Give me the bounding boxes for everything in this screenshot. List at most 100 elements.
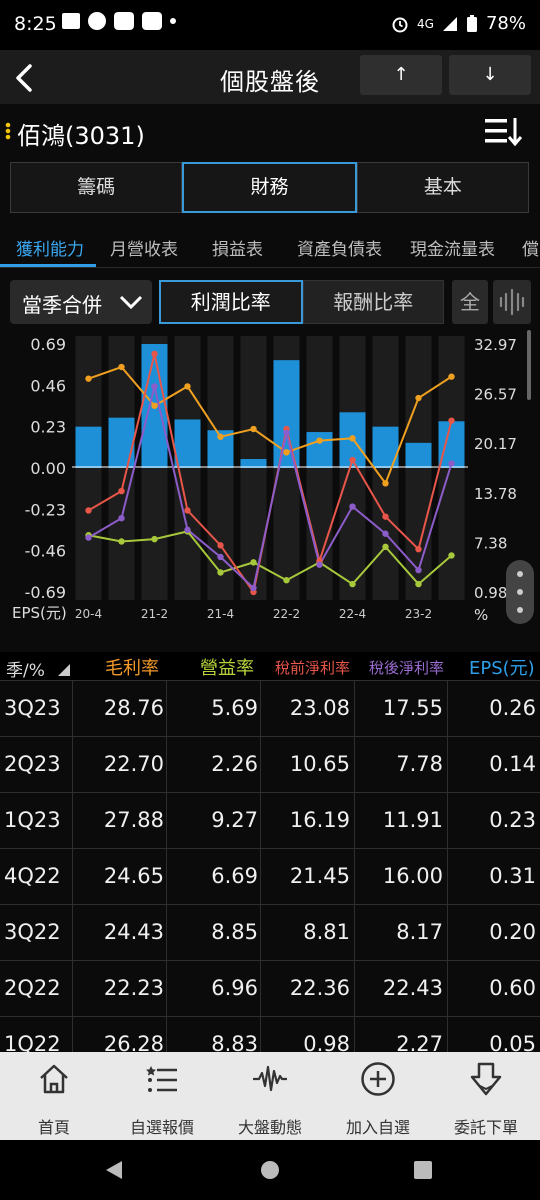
operating-margin-cell: 6.69 xyxy=(211,864,258,888)
series-point xyxy=(448,417,455,424)
header-eps[interactable]: EPS(元) xyxy=(469,658,535,679)
pretax-margin-cell: 10.65 xyxy=(289,752,350,776)
net-margin-cell: 8.17 xyxy=(396,920,443,944)
gross-margin-cell: 26.28 xyxy=(103,1032,164,1052)
eps-bar[interactable] xyxy=(240,459,267,468)
nav-market[interactable]: 大盤動態 xyxy=(216,1052,324,1140)
youtube-icon xyxy=(114,12,134,30)
series-point xyxy=(151,350,158,358)
indicator-dots-icon xyxy=(5,122,11,140)
series-point xyxy=(217,553,224,561)
eps-bar[interactable] xyxy=(174,419,201,468)
next-stock-button[interactable]: ↓ xyxy=(449,55,531,95)
season-cell: 1Q23 xyxy=(4,808,61,832)
left-axis-tick: 0.00 xyxy=(30,459,66,478)
gross-margin-cell: 22.70 xyxy=(103,752,164,776)
corner-triangle-icon xyxy=(58,664,70,676)
system-back-icon[interactable] xyxy=(103,1159,125,1181)
chart-controls: 當季合併 利潤比率 報酬比率 全 xyxy=(0,278,540,326)
x-axis-tick: 20-4 xyxy=(75,607,102,621)
series-point xyxy=(349,503,356,510)
tab-basic[interactable]: 基本 xyxy=(356,162,529,213)
column-divider xyxy=(166,680,167,1052)
operating-margin-cell: 8.85 xyxy=(211,920,258,944)
series-point xyxy=(448,552,455,559)
x-axis-tick: 21-4 xyxy=(207,607,234,621)
series-point xyxy=(448,373,455,380)
back-arrow-icon xyxy=(16,64,32,92)
pretax-margin-cell: 22.36 xyxy=(289,976,350,1000)
show-all-button[interactable]: 全 xyxy=(452,280,488,324)
subtab-income-statement[interactable]: 損益表 xyxy=(212,240,263,260)
series-point xyxy=(85,375,92,382)
tab-financial[interactable]: 財務 xyxy=(182,162,357,213)
nav-add-watchlist[interactable]: 加入自選 xyxy=(324,1052,432,1140)
report-type-dropdown[interactable]: 當季合併 xyxy=(10,280,152,324)
series-point xyxy=(448,460,455,467)
net-margin-cell: 11.91 xyxy=(382,808,443,832)
table-row[interactable]: 3Q23 28.76 5.69 23.08 17.55 0.26 xyxy=(0,680,540,736)
left-axis-tick: 0.69 xyxy=(30,335,66,354)
series-point xyxy=(316,437,323,444)
tab-chips[interactable]: 籌碼 xyxy=(10,162,183,213)
profit-ratio-button[interactable]: 利潤比率 xyxy=(159,280,303,324)
gross-margin-cell: 24.43 xyxy=(103,920,164,944)
chart-scrollbar[interactable] xyxy=(527,330,531,400)
series-point xyxy=(217,433,224,440)
sort-list-icon[interactable] xyxy=(484,114,524,148)
nav-home[interactable]: 首頁 xyxy=(0,1052,108,1140)
stock-name[interactable]: 佰鴻(3031) xyxy=(17,122,145,150)
season-cell: 4Q22 xyxy=(4,864,61,888)
header-pretax-margin[interactable]: 稅前淨利率 xyxy=(275,659,351,677)
subtab-monthly-revenue[interactable]: 月營收表 xyxy=(110,240,178,260)
message-icon xyxy=(62,13,80,29)
series-point xyxy=(250,425,257,433)
table-row[interactable]: 1Q22 26.28 8.83 0.98 2.27 0.05 xyxy=(0,1016,540,1052)
nav-watchlist[interactable]: 自選報價 xyxy=(108,1052,216,1140)
left-axis-tick: 0.46 xyxy=(30,376,66,395)
series-point xyxy=(118,538,125,545)
table-row[interactable]: 4Q22 24.65 6.69 21.45 16.00 0.31 xyxy=(0,848,540,904)
gross-margin-cell: 22.23 xyxy=(103,976,164,1000)
ratio-toggle: 利潤比率 報酬比率 xyxy=(159,280,444,324)
subtab-solvency[interactable]: 償 xyxy=(522,240,539,260)
system-home-icon[interactable] xyxy=(259,1159,281,1181)
header-gross-margin[interactable]: 毛利率 xyxy=(105,658,159,679)
return-ratio-button[interactable]: 報酬比率 xyxy=(302,280,444,324)
eps-bar[interactable] xyxy=(405,442,432,468)
header-operating-margin[interactable]: 營益率 xyxy=(200,658,254,679)
eps-cell: 0.14 xyxy=(489,752,536,776)
series-point xyxy=(217,542,224,549)
chart-mode-button[interactable] xyxy=(493,280,531,324)
subtab-balance-sheet[interactable]: 資產負債表 xyxy=(297,240,382,260)
left-axis-tick: -0.46 xyxy=(25,542,66,561)
previous-stock-button[interactable]: ↑ xyxy=(360,55,442,95)
series-line xyxy=(88,530,453,586)
pretax-margin-cell: 16.19 xyxy=(289,808,350,832)
series-point xyxy=(415,394,422,402)
table-row[interactable]: 2Q23 22.70 2.26 10.65 7.78 0.14 xyxy=(0,736,540,792)
subtab-cash-flow[interactable]: 現金流量表 xyxy=(410,240,495,260)
eps-bar[interactable] xyxy=(306,432,333,468)
right-axis-tick: 7.38 xyxy=(474,534,507,552)
header-net-margin[interactable]: 稅後淨利率 xyxy=(369,659,445,677)
x-axis-tick: 22-2 xyxy=(273,607,300,621)
subtab-profitability[interactable]: 獲利能力 xyxy=(16,240,84,260)
table-row[interactable]: 3Q22 24.43 8.85 8.81 8.17 0.20 xyxy=(0,904,540,960)
list-icon xyxy=(146,1066,177,1092)
table-row[interactable]: 1Q23 27.88 9.27 16.19 11.91 0.23 xyxy=(0,792,540,848)
nav-order[interactable]: 委託下單 xyxy=(432,1052,540,1140)
operating-margin-cell: 8.83 xyxy=(211,1032,258,1052)
eps-bar[interactable] xyxy=(108,417,135,468)
net-margin-cell: 7.78 xyxy=(396,752,443,776)
eps-cell: 0.20 xyxy=(489,920,536,944)
signal-icon xyxy=(442,16,457,31)
eps-bar[interactable] xyxy=(438,421,465,468)
table-row[interactable]: 2Q22 22.23 6.96 22.36 22.43 0.60 xyxy=(0,960,540,1016)
back-button[interactable] xyxy=(6,56,46,98)
eps-bar[interactable] xyxy=(75,426,102,468)
series-point xyxy=(118,363,125,371)
system-recents-icon[interactable] xyxy=(413,1160,433,1180)
pretax-margin-cell: 8.81 xyxy=(303,920,350,944)
series-point xyxy=(283,449,290,456)
